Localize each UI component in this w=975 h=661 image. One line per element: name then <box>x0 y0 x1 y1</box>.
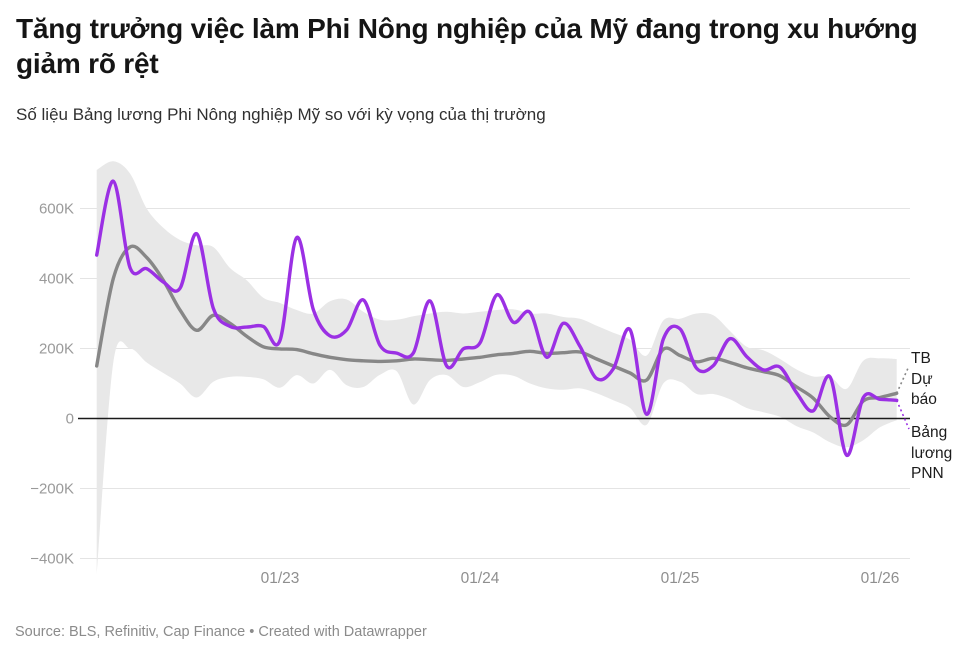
actual-line <box>95 179 899 458</box>
y-tick-label: 400K <box>39 271 74 288</box>
forecast-label-connector <box>895 365 910 394</box>
legend-forecast-label: TB Dự báo <box>911 349 971 411</box>
legend-forecast-line3: báo <box>911 391 937 409</box>
y-tick-label: 600K <box>39 201 74 218</box>
legend-actual-line2: lương <box>911 444 953 462</box>
source-note: Source: BLS, Refinitiv, Cap Finance • Cr… <box>15 624 427 640</box>
chart-subtitle: Số liệu Bảng lương Phi Nông nghiệp Mỹ so… <box>16 105 546 124</box>
x-tick-label: 01/25 <box>661 570 700 587</box>
legend-forecast-line2: Dự <box>911 370 933 388</box>
y-tick-label: 0 <box>66 411 74 428</box>
legend-forecast-line1: TB <box>911 350 931 367</box>
chart-title: Tăng trưởng việc làm Phi Nông nghiệp của… <box>16 13 918 79</box>
actual-label-connector <box>895 399 910 430</box>
y-tick-label: 200K <box>39 341 74 358</box>
forecast-range-band <box>96 161 897 575</box>
x-tick-label: 01/26 <box>861 570 900 587</box>
x-tick-label: 01/23 <box>261 570 300 587</box>
x-tick-label: 01/24 <box>461 570 500 587</box>
legend-actual-label: Bảng lương PNN <box>911 423 971 485</box>
y-tick-label: −200K <box>30 481 74 498</box>
legend-actual-line1: Bảng <box>911 424 948 441</box>
y-tick-label: −400K <box>30 551 74 568</box>
legend-actual-line3: PNN <box>911 465 944 483</box>
